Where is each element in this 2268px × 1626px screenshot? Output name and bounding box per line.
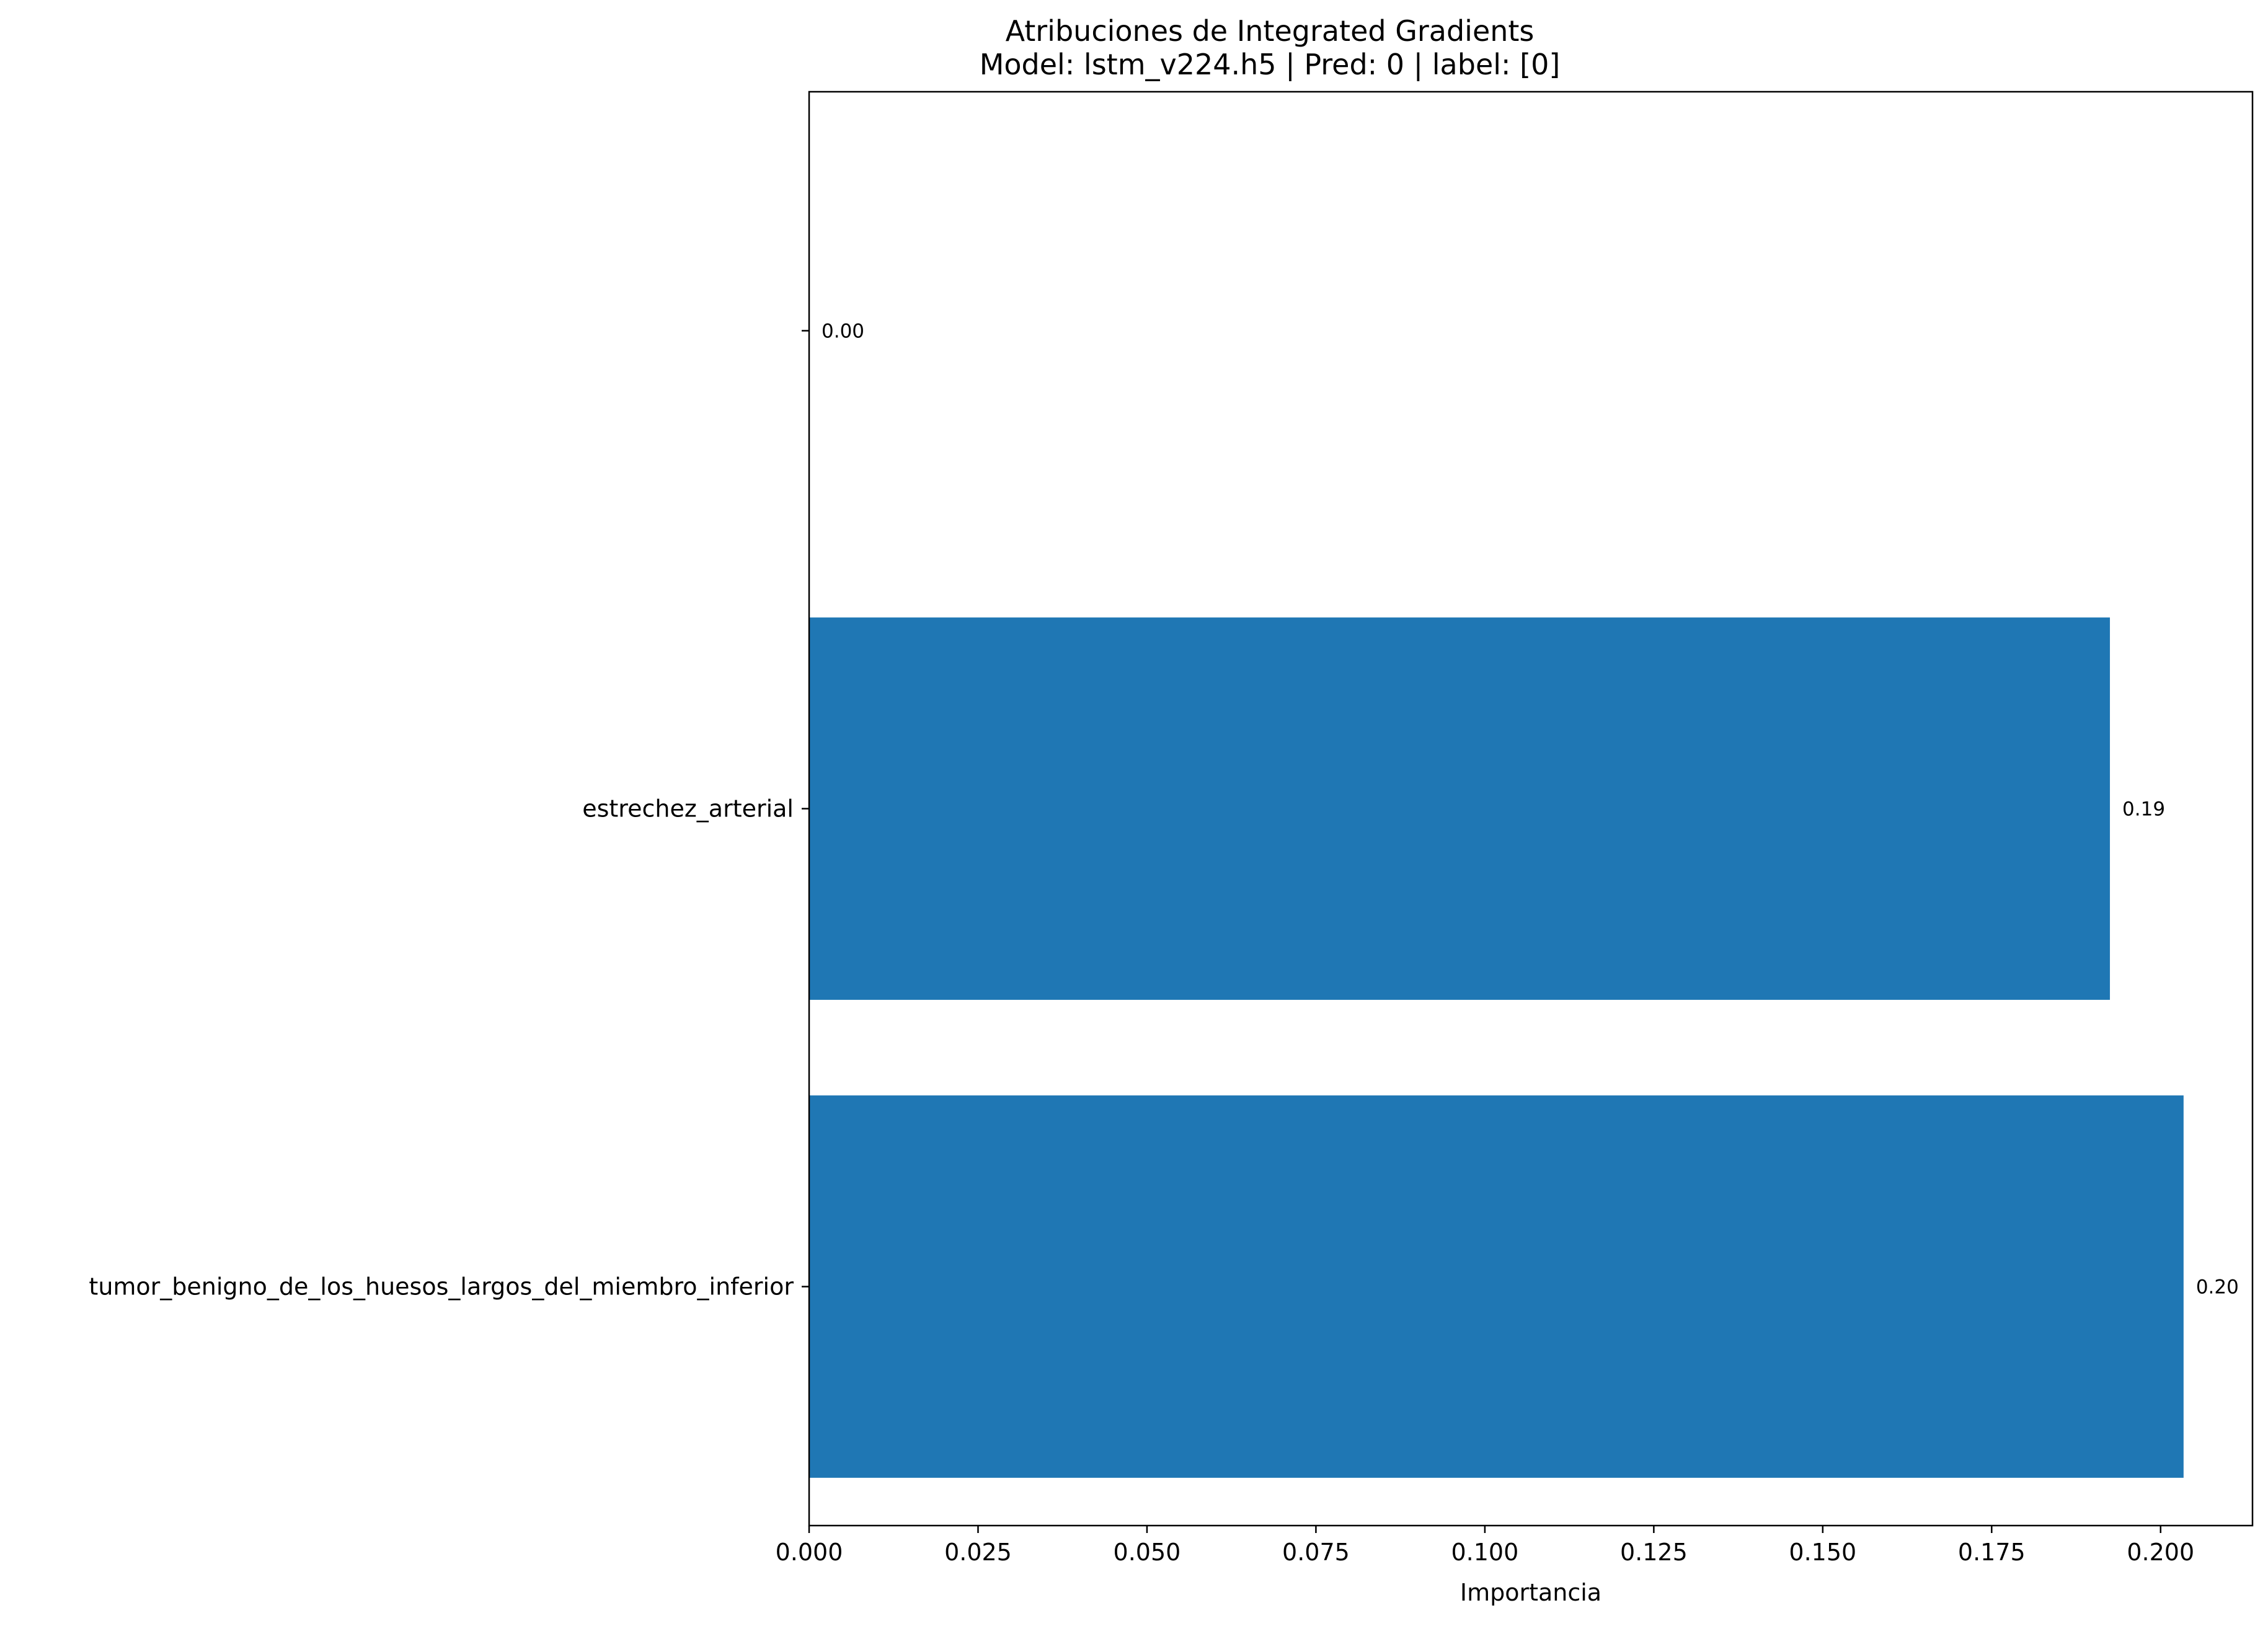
- x-tick-label: 0.175: [1958, 1539, 2026, 1566]
- bar-value-label: 0.19: [2122, 798, 2165, 821]
- bar-value-label: 0.00: [822, 320, 864, 343]
- bar: [809, 617, 2111, 1000]
- x-tick-label: 0.050: [1114, 1539, 1181, 1566]
- x-tick-label: 0.025: [944, 1539, 1012, 1566]
- x-tick-label: 0.150: [1789, 1539, 1856, 1566]
- axes-frame: [808, 91, 2254, 1527]
- x-tick-label: 0.100: [1451, 1539, 1518, 1566]
- bars-layer: 0.20 0.19 0.00: [809, 320, 2239, 1478]
- x-axis-label: Importancia: [1460, 1579, 1601, 1606]
- chart-subtitle: Model: lstm_v224.h5 | Pred: 0 | label: […: [980, 48, 1561, 82]
- y-tick-label: estrechez_arterial: [582, 795, 794, 823]
- x-tick-label: 0.125: [1620, 1539, 1688, 1566]
- bar: [809, 1095, 2184, 1478]
- bar-value-label: 0.20: [2196, 1276, 2239, 1299]
- x-tick-label: 0.075: [1282, 1539, 1350, 1566]
- y-tick-label: tumor_benigno_de_los_huesos_largos_del_m…: [89, 1273, 794, 1301]
- x-tick-label: 0.000: [776, 1539, 843, 1566]
- chart-title: Atribuciones de Integrated Gradients: [1006, 14, 1535, 48]
- x-tick-label: 0.200: [2127, 1539, 2194, 1566]
- ticks-layer: tumor_benigno_de_los_huesos_largos_del_m…: [89, 330, 2194, 1566]
